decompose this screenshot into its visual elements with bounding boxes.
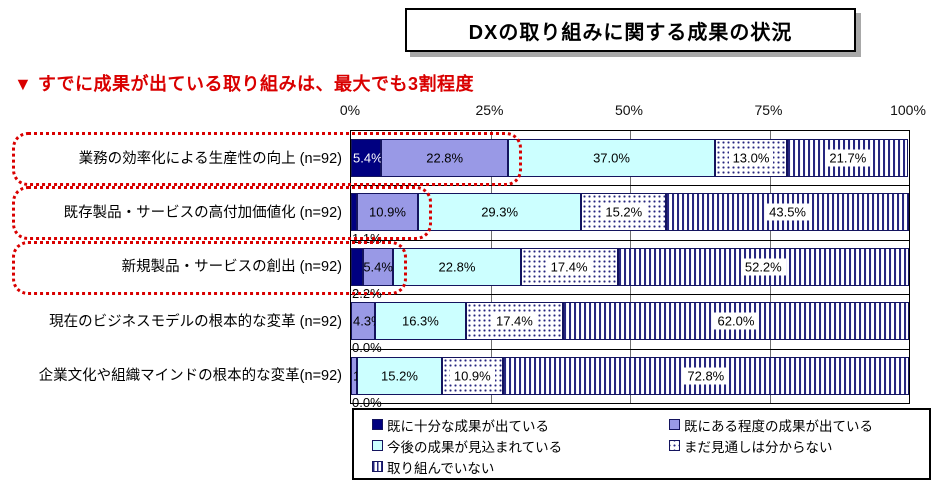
segment-value-label: 0.0%	[352, 340, 382, 356]
segment-value-label: 22.8%	[438, 259, 476, 275]
legend-item: 既に十分な成果が出ている	[372, 415, 669, 435]
category-label: 企業文化や組織マインドの根本的な変革(n=92)	[38, 368, 342, 385]
category-label: 業務の効率化による生産性の向上 (n=92)	[78, 150, 342, 167]
highlight-box	[12, 240, 408, 295]
legend-swatch-dots-icon	[669, 440, 680, 451]
label-backing: 10.9%	[449, 367, 495, 385]
label-backing: 15.2%	[601, 203, 647, 221]
chart-title-box: DXの取り組みに関する成果の状況	[405, 8, 856, 52]
segment-value-label: 43.5%	[765, 203, 810, 221]
segment-value-label: 62.0%	[713, 312, 759, 330]
segment-value-label: 15.2%	[381, 368, 418, 384]
chart-title: DXの取り組みに関する成果の状況	[468, 21, 793, 44]
segment-value-label: 10.9%	[449, 367, 495, 385]
segment-value-label: 37.0%	[593, 150, 630, 166]
category-separator-line	[351, 239, 909, 241]
legend-item: まだ見通しは分からない	[669, 436, 929, 456]
bar-segment	[351, 139, 382, 177]
stacked-bar-chart: 0% 25% 50% 75% 100% 5.4% 22.8% 37.0% 13.0% 21.7%…	[0, 98, 934, 409]
segment-value-label: 15.2%	[601, 203, 647, 221]
highlight-box	[12, 186, 432, 241]
bar-segment	[351, 193, 358, 232]
bar-segment	[465, 302, 564, 341]
legend-swatch-purple-icon	[669, 419, 680, 430]
x-axis-tick: 0%	[339, 102, 361, 118]
bar-row: 5.4% 22.8% 17.4% 52.2%	[351, 247, 909, 286]
label-backing: 43.5%	[765, 203, 810, 221]
label-backing: 17.4%	[546, 258, 592, 276]
bar-segment	[563, 302, 909, 341]
legend-label: まだ見通しは分からない	[684, 439, 833, 455]
highlight-box	[12, 132, 523, 186]
category-separator-line	[351, 348, 909, 350]
legend-swatch-cyan-icon	[372, 440, 383, 451]
segment-value-label: 0.0%	[352, 394, 382, 410]
x-axis-tick: 50%	[614, 102, 644, 118]
category-label: 新規製品・サービスの創出 (n=92)	[121, 259, 342, 276]
label-backing: 21.7%	[825, 149, 871, 167]
legend-label: 今後の成果が見込まれている	[387, 439, 563, 455]
bar-segment	[357, 356, 442, 395]
bar-segment	[351, 356, 358, 395]
legend-item: 今後の成果が見込まれている	[372, 436, 669, 456]
label-backing: 13.0%	[728, 149, 774, 167]
category-label: 既存製品・サービスの高付加価値化 (n=92)	[63, 204, 342, 221]
segment-value-label: 29.3%	[481, 204, 519, 220]
x-axis-tick: 100%	[890, 102, 926, 118]
label-backing: 52.2%	[740, 258, 786, 276]
segment-value-label: 5.4%	[363, 259, 393, 275]
bar-row: 4.3% 16.3% 17.4% 62.0%	[351, 302, 909, 341]
legend-label: 既にある程度の成果が出ている	[684, 418, 873, 434]
x-axis-tick: 25%	[475, 102, 504, 118]
segment-value-label: 72.8%	[683, 367, 729, 385]
key-message: ▼ すでに成果が出ている取り組みは、最大でも3割程度	[14, 74, 475, 94]
bar-row: 5.4% 22.8% 37.0% 13.0% 21.7%	[351, 139, 909, 177]
bar-row: 10.9% 29.3% 15.2% 43.5%	[351, 193, 909, 232]
category-separator-line	[351, 294, 909, 296]
segment-value-label: 17.4%	[491, 312, 537, 330]
category-separator-line	[351, 185, 909, 187]
legend-swatch-stripes-icon	[372, 461, 383, 472]
bar-segment	[393, 247, 521, 286]
segment-value-label: 16.3%	[401, 313, 439, 329]
segment-value-label: 13.0%	[728, 149, 774, 167]
segment-value-label: 5.4%	[353, 150, 383, 166]
segment-value-label: 22.8%	[426, 150, 464, 166]
category-label: 現在のビジネスモデルの根本的な変革 (n=92)	[49, 313, 342, 330]
bar-segment	[351, 302, 375, 341]
label-backing: 62.0%	[713, 312, 759, 330]
segment-value-label: 21.7%	[825, 149, 871, 167]
bar-segment	[357, 193, 418, 232]
plot-area: 5.4% 22.8% 37.0% 13.0% 21.7% 10.9% 29.3% 15.2% 4…	[350, 130, 910, 409]
legend-item: 既にある程度の成果が出ている	[669, 415, 929, 435]
segment-value-label: 10.9%	[369, 204, 406, 220]
legend-label: 取り組んでいない	[387, 460, 495, 476]
legend: 既に十分な成果が出ている 既にある程度の成果が出ている 今後の成果が見込まれてい…	[352, 408, 931, 480]
x-axis-tick: 75%	[754, 102, 783, 118]
label-backing: 17.4%	[491, 312, 537, 330]
bar-segment	[508, 139, 715, 177]
bar-segment	[363, 247, 394, 286]
segment-value-label: 17.4%	[546, 258, 592, 276]
label-backing: 72.8%	[683, 367, 729, 385]
bar-segment	[581, 193, 667, 232]
bar-row: 1.1%15.2%10.9%72.8%	[351, 356, 909, 395]
segment-value-label: 52.2%	[740, 258, 786, 276]
bar-segment	[417, 193, 582, 232]
bar-segment	[374, 302, 466, 341]
bar-segment	[351, 247, 364, 286]
legend-label: 既に十分な成果が出ている	[387, 418, 549, 434]
legend-swatch-navy-icon	[372, 419, 383, 430]
legend-item: 取り組んでいない	[372, 457, 669, 477]
bar-segment	[381, 139, 509, 177]
